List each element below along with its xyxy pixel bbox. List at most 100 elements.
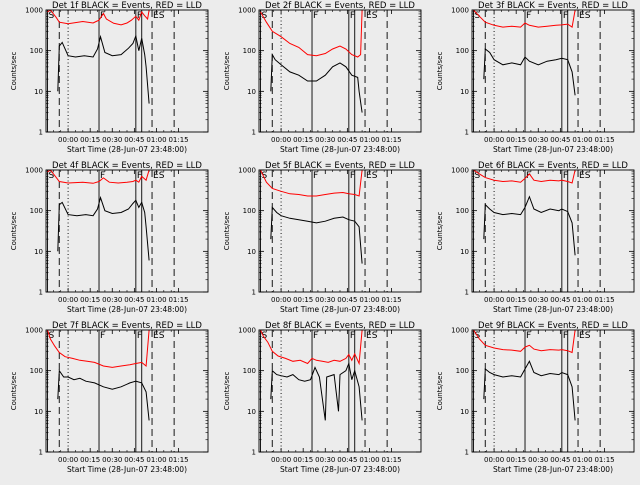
- x-axis-label: Start Time (28-Jun-07 23:48:00): [67, 305, 187, 314]
- event-marker-label: ES: [366, 11, 378, 21]
- x-tick-label: 00:15: [506, 456, 526, 464]
- chart-title: Det 5f BLACK = Events, RED = LLD: [265, 161, 415, 171]
- y-tick-label: 10: [34, 408, 43, 416]
- y-axis-label: Counts/sec: [223, 212, 231, 251]
- lld-series-line: [473, 170, 576, 184]
- events-series-line: [483, 195, 576, 256]
- lld-series-line: [47, 10, 150, 26]
- event-marker-label: F: [526, 11, 531, 21]
- event-marker-label: ES: [153, 331, 165, 341]
- y-tick-label: 1000: [451, 7, 469, 15]
- x-tick-label: 00:30: [528, 136, 548, 144]
- y-tick-label: 100: [30, 47, 43, 55]
- y-tick-label: 10: [247, 88, 256, 96]
- chart-panel-7: Det 7f BLACK = Events, RED = LLD Counts/s…: [10, 321, 209, 474]
- y-axis-label: Counts/sec: [10, 372, 18, 411]
- event-marker-label: ES: [153, 11, 165, 21]
- event-marker-label: ES: [366, 171, 378, 181]
- chart-panel-9: Det 9f BLACK = Events, RED = LLD Counts/s…: [436, 321, 635, 474]
- x-tick-label: 01:15: [594, 296, 614, 304]
- event-marker-label: ES: [153, 171, 165, 181]
- chart-title: Det 8f BLACK = Events, RED = LLD: [265, 321, 415, 331]
- event-marker-label: ES: [579, 11, 591, 21]
- x-tick-label: 00:00: [484, 296, 504, 304]
- chart-panel-3: Det 3f BLACK = Events, RED = LLD Counts/s…: [436, 1, 635, 154]
- plot-frame: [45, 329, 209, 453]
- y-tick-label: 1: [39, 129, 43, 137]
- x-tick-label: 00:45: [124, 136, 144, 144]
- events-series-line: [57, 34, 150, 104]
- y-axis-label: Counts/sec: [436, 372, 444, 411]
- event-marker-label: S: [474, 171, 480, 181]
- events-series-line: [270, 206, 363, 264]
- x-tick-label: 00:15: [80, 296, 100, 304]
- x-tick-label: 01:00: [572, 296, 592, 304]
- lld-series-line: [47, 330, 150, 368]
- x-tick-label: 00:30: [102, 136, 122, 144]
- event-marker-label: F: [350, 331, 355, 341]
- y-tick-label: 1: [252, 289, 256, 297]
- y-tick-label: 1000: [25, 167, 43, 175]
- x-tick-label: 00:30: [528, 296, 548, 304]
- event-marker-label: F: [350, 11, 355, 21]
- events-series-line: [57, 369, 150, 421]
- x-tick-label: 00:15: [80, 136, 100, 144]
- event-marker-label: F: [313, 11, 318, 21]
- x-axis-label: Start Time (28-Jun-07 23:48:00): [493, 145, 613, 154]
- x-tick-label: 00:00: [271, 456, 291, 464]
- lld-series-line: [473, 330, 576, 354]
- lld-series-line: [260, 10, 363, 58]
- events-series-line: [483, 360, 576, 421]
- y-tick-label: 1000: [451, 167, 469, 175]
- chart-panel-5: Det 5f BLACK = Events, RED = LLD Counts/s…: [223, 161, 422, 314]
- x-tick-label: 00:15: [293, 136, 313, 144]
- event-marker-label: F: [100, 11, 105, 21]
- event-marker-label: F: [137, 171, 142, 181]
- event-marker-label: S: [261, 331, 267, 341]
- x-tick-label: 00:30: [315, 296, 335, 304]
- event-marker-label: F: [563, 331, 568, 341]
- x-axis-label: Start Time (28-Jun-07 23:48:00): [67, 465, 187, 474]
- x-tick-label: 01:15: [168, 456, 188, 464]
- event-marker-label: F: [526, 171, 531, 181]
- x-tick-label: 00:30: [315, 136, 335, 144]
- event-marker-label: F: [313, 331, 318, 341]
- x-tick-label: 00:30: [528, 456, 548, 464]
- lld-series-line: [47, 170, 150, 184]
- event-marker-label: ES: [366, 331, 378, 341]
- lld-series-line: [260, 330, 363, 366]
- y-axis-label: Counts/sec: [223, 52, 231, 91]
- y-tick-label: 1: [252, 449, 256, 457]
- x-tick-label: 00:45: [550, 456, 570, 464]
- x-tick-label: 00:00: [58, 296, 78, 304]
- x-tick-label: 00:15: [293, 456, 313, 464]
- chart-title: Det 1f BLACK = Events, RED = LLD: [52, 1, 202, 11]
- x-tick-label: 00:45: [337, 136, 357, 144]
- plot-frame: [45, 9, 209, 133]
- y-tick-label: 1: [465, 449, 469, 457]
- chart-title: Det 9f BLACK = Events, RED = LLD: [478, 321, 628, 331]
- y-tick-label: 1000: [238, 167, 256, 175]
- x-tick-label: 00:30: [102, 296, 122, 304]
- y-tick-label: 1: [465, 289, 469, 297]
- y-tick-label: 100: [456, 207, 469, 215]
- x-tick-label: 00:00: [484, 136, 504, 144]
- y-tick-label: 1: [252, 129, 256, 137]
- x-tick-label: 01:15: [168, 136, 188, 144]
- x-tick-label: 00:15: [506, 136, 526, 144]
- y-tick-label: 10: [460, 88, 469, 96]
- x-tick-label: 01:00: [146, 456, 166, 464]
- x-tick-label: 00:00: [271, 136, 291, 144]
- x-tick-label: 01:00: [359, 456, 379, 464]
- x-tick-label: 00:15: [293, 296, 313, 304]
- y-tick-label: 100: [456, 47, 469, 55]
- y-tick-label: 10: [34, 248, 43, 256]
- x-tick-label: 01:15: [168, 296, 188, 304]
- y-tick-label: 1: [39, 289, 43, 297]
- chart-title: Det 2f BLACK = Events, RED = LLD: [265, 1, 415, 11]
- y-axis-label: Counts/sec: [10, 212, 18, 251]
- y-tick-label: 1: [465, 129, 469, 137]
- event-marker-label: F: [526, 331, 531, 341]
- event-marker-label: S: [48, 331, 54, 341]
